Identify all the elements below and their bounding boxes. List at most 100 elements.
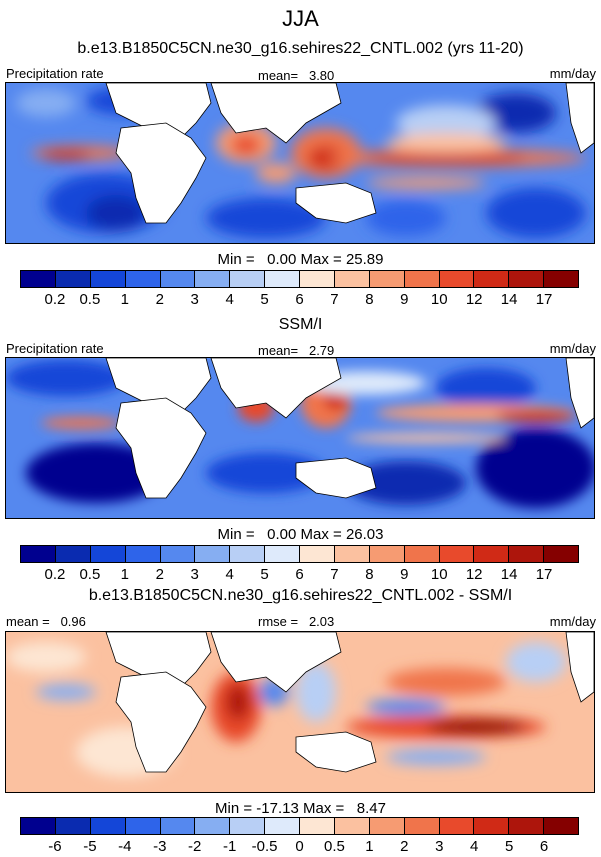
panel3-colorbar-ticks: -6 -5 -4 -3 -2 -1 -0.5 0 0.5 1 2 3 4 5 6 — [20, 838, 579, 856]
colorbar-tick-label: 5 — [260, 566, 269, 583]
colorbar-tick-label: 10 — [430, 291, 448, 308]
colorbar-tick-label: -2 — [188, 838, 202, 855]
panel1-min-label: Min = — [217, 251, 255, 268]
colorbar-swatch — [230, 546, 266, 562]
colorbar-tick-label: -1 — [222, 838, 237, 855]
colorbar-swatch — [195, 546, 231, 562]
colorbar-swatch — [544, 271, 578, 287]
panel1-subtitle: b.e13.B1850C5CN.ne30_g16.sehires22_CNTL.… — [77, 40, 524, 57]
panel3-rmse-value: 2.03 — [308, 614, 335, 629]
panel2-colorbar-ticks: 0.2 0.5 1 2 3 4 5 6 7 8 9 10 12 14 17 — [20, 566, 579, 584]
panel2-units: mm/day — [549, 341, 596, 356]
colorbar-swatch — [474, 546, 510, 562]
colorbar-swatch — [125, 818, 161, 834]
colorbar-swatch — [334, 818, 370, 834]
panel2-mean-value: 2.79 — [308, 343, 335, 358]
colorbar-swatch — [300, 271, 335, 287]
figure-title: JJA — [282, 6, 319, 31]
panel3-min-label: Min = — [215, 800, 253, 817]
colorbar-tick-label: 5 — [504, 838, 514, 855]
colorbar-swatch — [230, 818, 266, 834]
panel2-minmax: Min = 0.00 Max = 26.03 — [0, 526, 601, 543]
colorbar-tick-label: 12 — [465, 291, 483, 308]
colorbar-tick-label: -3 — [153, 838, 167, 855]
panel2-precip-field — [6, 360, 594, 508]
colorbar-tick-label: 7 — [330, 566, 339, 583]
colorbar-tick-label: 8 — [365, 291, 374, 308]
colorbar-swatch — [509, 818, 545, 834]
colorbar-swatch — [474, 271, 510, 287]
colorbar-tick-label: 4 — [225, 291, 234, 308]
panel3-continents — [105, 632, 594, 773]
colorbar-swatch — [195, 271, 231, 287]
colorbar-swatch — [55, 818, 91, 834]
colorbar-tick-label: 4 — [470, 838, 479, 855]
colorbar-tick-label: -0.5 — [251, 838, 278, 855]
panel1-map — [5, 82, 595, 244]
colorbar-tick-label: 0.2 — [44, 566, 66, 583]
colorbar-swatch — [300, 818, 335, 834]
panel2-max-value: 26.03 — [345, 526, 384, 543]
colorbar-swatch — [125, 271, 161, 287]
panel1-units: mm/day — [549, 66, 596, 81]
panel1-min-value: 0.00 — [267, 251, 297, 268]
colorbar-swatch — [439, 546, 475, 562]
colorbar-swatch — [230, 271, 266, 287]
panel1-max-value: 25.89 — [345, 251, 384, 268]
colorbar-tick-label: -6 — [48, 838, 62, 855]
colorbar-swatch — [369, 818, 405, 834]
colorbar-swatch — [160, 546, 196, 562]
panel2-mean-label: mean= 2.79 — [258, 343, 335, 358]
colorbar-swatch — [334, 271, 370, 287]
colorbar-tick-label: 3 — [435, 838, 444, 855]
colorbar-tick-label: 0 — [295, 838, 304, 855]
colorbar-swatch — [21, 546, 56, 562]
colorbar-tick-label: 10 — [430, 566, 448, 583]
colorbar-swatch — [439, 271, 475, 287]
panel3-colorbar — [20, 817, 579, 835]
colorbar-swatch — [90, 818, 126, 834]
panel1-colorbar — [20, 270, 579, 288]
colorbar-swatch — [404, 546, 440, 562]
colorbar-tick-label: 17 — [535, 566, 553, 583]
colorbar-tick-label: 4 — [225, 566, 234, 583]
colorbar-swatch — [160, 818, 196, 834]
panel3-minmax: Min = -17.13 Max = 8.47 — [0, 800, 601, 817]
colorbar-swatch — [404, 818, 440, 834]
colorbar-tick-label: 6 — [539, 838, 549, 855]
colorbar-tick-label: -5 — [83, 838, 97, 855]
panel3-map — [5, 631, 595, 793]
panel2-subtitle: SSM/I — [278, 316, 323, 333]
colorbar-tick-label: 8 — [365, 566, 374, 583]
colorbar-tick-label: 14 — [500, 291, 518, 308]
panel2-colorbar — [20, 545, 579, 563]
colorbar-swatch — [369, 271, 405, 287]
panel2-map — [5, 357, 595, 519]
panel1-mean-value: 3.80 — [308, 68, 335, 83]
panel2-min-value: 0.00 — [267, 526, 297, 543]
panel2-min-label: Min = — [217, 526, 255, 543]
colorbar-swatch — [439, 818, 475, 834]
colorbar-swatch — [21, 818, 56, 834]
panel1-max-label: Max = — [300, 251, 342, 268]
panel3-max-label: Max = — [303, 800, 345, 817]
colorbar-tick-label: 2 — [400, 838, 409, 855]
colorbar-tick-label: 5 — [260, 291, 269, 308]
panel2-max-label: Max = — [300, 526, 342, 543]
colorbar-tick-label: 17 — [535, 291, 553, 308]
colorbar-tick-label: 0.5 — [79, 566, 101, 583]
panel2-continents — [105, 358, 594, 499]
colorbar-swatch — [90, 271, 126, 287]
panel1-variable-label: Precipitation rate — [6, 66, 104, 81]
colorbar-swatch — [509, 271, 545, 287]
colorbar-swatch — [544, 818, 578, 834]
colorbar-swatch — [160, 271, 196, 287]
colorbar-swatch — [55, 546, 91, 562]
colorbar-tick-label: -4 — [118, 838, 132, 855]
panel3-max-value: 8.47 — [356, 800, 386, 817]
colorbar-tick-label: 3 — [190, 291, 199, 308]
panel2-variable-label: Precipitation rate — [6, 341, 104, 356]
colorbar-swatch — [265, 546, 300, 562]
colorbar-tick-label: 0.5 — [79, 291, 101, 308]
colorbar-swatch — [474, 818, 510, 834]
